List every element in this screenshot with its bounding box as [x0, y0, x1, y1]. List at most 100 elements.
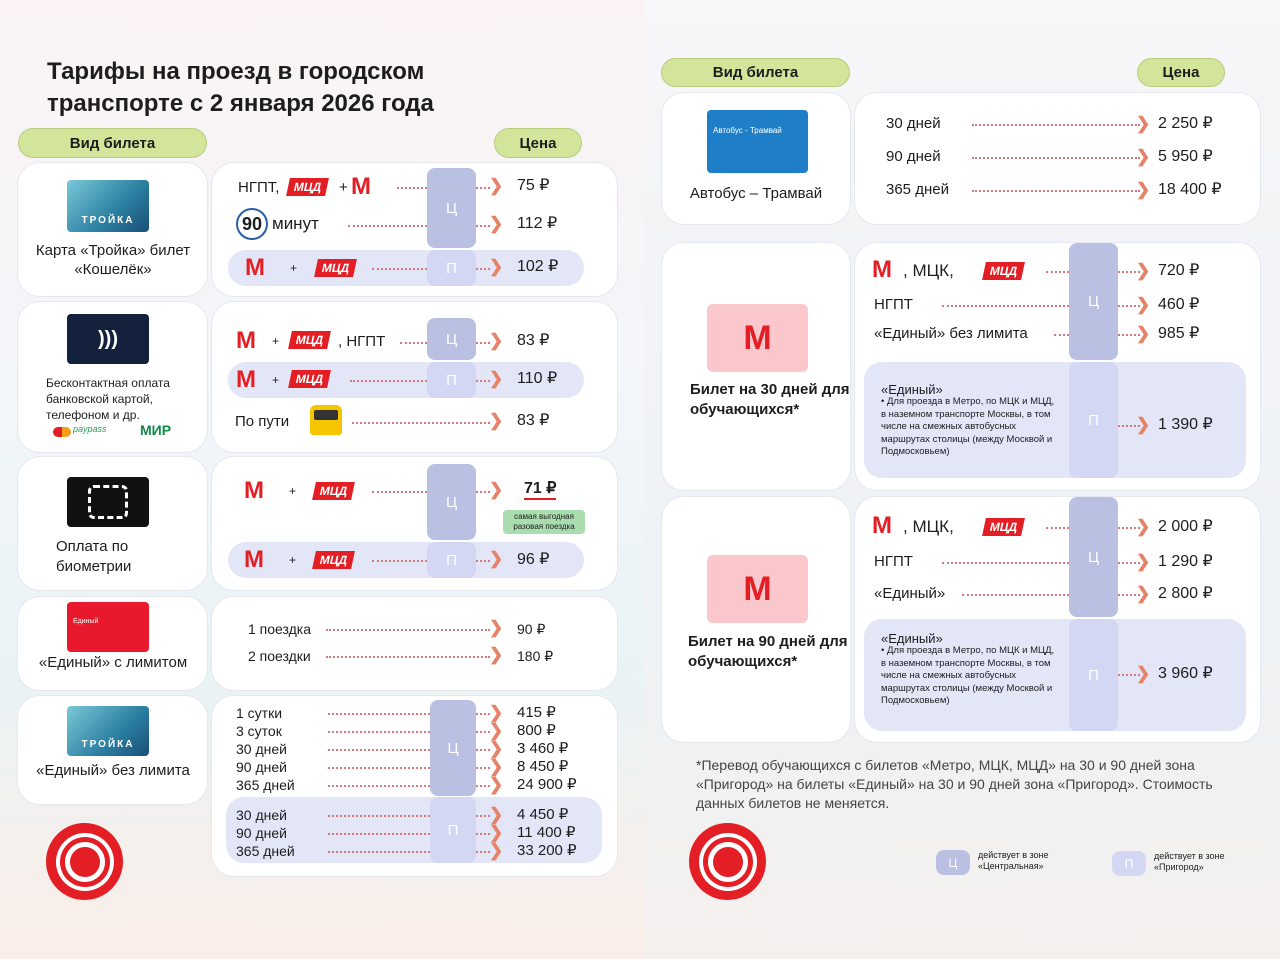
price: 3 460 ₽ [517, 740, 569, 757]
arrow-icon: ❯ [489, 257, 504, 276]
row-label: «Единый» без лимита [874, 325, 1028, 342]
troika-card-icon: ТРОЙКА [67, 706, 149, 756]
dotted-line [1118, 305, 1140, 307]
ticket-card-edinyi-limit: Единый «Единый» с лимитом [18, 597, 207, 690]
price: 985 ₽ [1158, 325, 1200, 342]
zone-central-badge: Ц [1069, 243, 1118, 360]
row-label: 30 дней [886, 115, 941, 132]
price: 90 ₽ [517, 621, 546, 637]
plus-sign: + [339, 179, 348, 196]
arrow-icon: ❯ [489, 721, 504, 740]
mcd-logo: МЦД [314, 259, 358, 277]
ticket-card-biometry: Оплата по биометрии [18, 457, 207, 590]
dotted-line [1118, 334, 1140, 336]
ticket-card-troika: ТРОЙКА Карта «Тройка» билет «Кошелёк» [18, 163, 207, 296]
student-ticket-icon: М [707, 555, 808, 623]
dotted-line [1054, 334, 1069, 336]
arrow-icon: ❯ [1136, 114, 1151, 133]
ticket-name: Билет на 30 дней для обучающихся* [690, 381, 850, 418]
dotted-line [942, 305, 1069, 307]
price: 83 ₽ [517, 332, 550, 349]
row-label: 2 поездки [248, 648, 311, 664]
header-price: Цена [1137, 58, 1225, 87]
moscow-transport-logo [46, 823, 123, 900]
ticket-card-bus-tram: Автобус - Трамвай Автобус – Трамвай [662, 93, 850, 224]
suburb-description: • Для проезда в Метро, по МЦК и МЦД, в н… [881, 396, 1055, 457]
metro-logo: М [351, 173, 371, 200]
price: 110 ₽ [517, 370, 558, 387]
arrow-icon: ❯ [489, 214, 504, 233]
suburb-description: • Для проезда в Метро, по МЦК и МЦД, в н… [881, 645, 1055, 706]
moscow-transport-logo [689, 823, 766, 900]
dotted-line [476, 815, 490, 817]
student-ticket-icon: М [707, 304, 808, 372]
plus-sign: + [272, 373, 280, 387]
mcd-logo: МЦД [288, 331, 332, 349]
price: 102 ₽ [517, 258, 559, 275]
ticket-name: «Единый» с лимитом [38, 654, 188, 671]
arrow-icon: ❯ [489, 739, 504, 758]
ticket-card-edinyi-unlimited: ТРОЙКА «Единый» без лимита [18, 696, 207, 804]
mcd-logo: МЦД [312, 551, 356, 569]
paypass-logo: paypass [73, 424, 107, 434]
row-label: минут [272, 214, 319, 233]
row-label: 30 дней [236, 807, 287, 823]
row-label: 1 поездка [248, 621, 312, 637]
row-label: 30 дней [236, 741, 287, 757]
zone-suburb-badge: П [427, 542, 476, 578]
row-label: 365 дней [236, 777, 295, 793]
dotted-line [328, 749, 430, 751]
dotted-line [972, 157, 1140, 159]
price: 720 ₽ [1158, 262, 1200, 279]
dotted-line [476, 749, 490, 751]
row-label: 90 дней [886, 148, 941, 165]
suburb-block-bg [864, 619, 1246, 731]
dotted-line [1118, 594, 1140, 596]
dotted-line [1118, 527, 1140, 529]
row-label: 90 дней [236, 825, 287, 841]
row-label: 3 суток [236, 723, 282, 739]
row-label: 90 дней [236, 759, 287, 775]
dotted-line [476, 851, 490, 853]
bus-tram-card-icon: Автобус - Трамвай [707, 110, 808, 173]
arrow-icon: ❯ [489, 549, 504, 568]
ticket-name: Карта «Тройка» билет «Кошелёк» [35, 242, 191, 278]
ticket-card-student-90: М Билет на 90 дней для обучающихся* [662, 497, 850, 742]
metro-logo: М [872, 512, 892, 539]
plus-sign: + [272, 334, 280, 348]
dotted-line [476, 785, 490, 787]
row-label: НГПТ, [238, 179, 280, 196]
dotted-line [972, 124, 1140, 126]
mcd-logo: МЦД [288, 370, 332, 388]
row-label: , МЦК, [903, 517, 954, 536]
mcd-logo: МЦД [982, 262, 1026, 280]
price: 11 400 ₽ [517, 824, 576, 841]
row-label: НГПТ [874, 296, 913, 313]
dotted-line [962, 594, 1069, 596]
mcd-logo: МЦД [286, 178, 330, 196]
mcd-logo: МЦД [312, 482, 356, 500]
contactless-icon: ))) [67, 314, 149, 364]
price: 71 ₽ [524, 480, 557, 500]
arrow-icon: ❯ [489, 841, 504, 860]
zone-suburb-badge: П [1069, 362, 1118, 478]
arrow-icon: ❯ [489, 823, 504, 842]
zone-central-badge: Ц [427, 168, 476, 248]
ticket-name: Билет на 90 дней для обучающихся* [688, 633, 848, 670]
price: 8 450 ₽ [517, 758, 569, 775]
dotted-line [328, 713, 430, 715]
legend-suburb-badge: П [1112, 851, 1146, 876]
price: 112 ₽ [517, 215, 558, 232]
zone-central-badge: Ц [430, 700, 476, 796]
dotted-line [476, 713, 490, 715]
metro-logo: М [244, 477, 264, 504]
suburb-title: «Единый» [881, 631, 943, 646]
dotted-line [1046, 527, 1069, 529]
row-label: «Единый» [874, 585, 946, 602]
zone-suburb-badge: П [430, 797, 476, 863]
legend-central-text: действует в зоне «Центральная» [978, 850, 1049, 871]
ticket-name: Автобус – Трамвай [689, 185, 823, 202]
ticket-name: «Единый» без лимита [36, 762, 190, 779]
price: 2 250 ₽ [1158, 115, 1213, 132]
legend-central-badge: Ц [936, 850, 970, 875]
